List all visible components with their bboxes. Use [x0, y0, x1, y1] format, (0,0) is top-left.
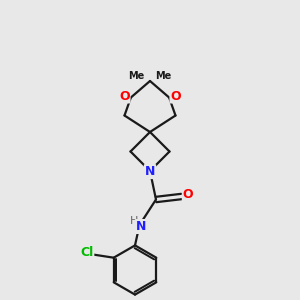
Text: N: N	[145, 165, 155, 178]
Text: H: H	[130, 216, 138, 226]
Text: O: O	[119, 89, 130, 103]
Text: O: O	[170, 89, 181, 103]
Text: Cl: Cl	[80, 246, 93, 259]
Text: O: O	[183, 188, 194, 202]
Text: Me: Me	[128, 70, 145, 81]
Text: N: N	[136, 220, 146, 233]
Text: Me: Me	[155, 70, 172, 81]
